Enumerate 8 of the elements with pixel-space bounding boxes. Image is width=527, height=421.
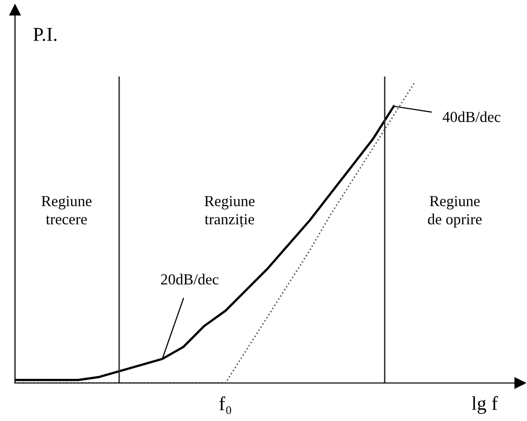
x-axis-title: lg f xyxy=(472,396,498,414)
annotation: 40dB/dec xyxy=(442,111,500,122)
annotation: Regiune trecere xyxy=(42,196,92,224)
text: f₀ xyxy=(219,396,232,414)
annotation: 20dB/dec xyxy=(161,274,218,285)
annotation: Regiune de oprire xyxy=(428,196,482,228)
y-axis-title: P.I. xyxy=(33,28,56,42)
annotation: Regiune tranziție xyxy=(204,196,255,228)
